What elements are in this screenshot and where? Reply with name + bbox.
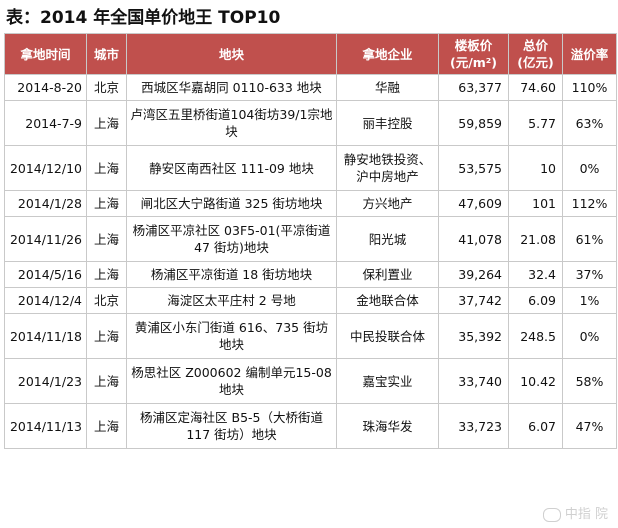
cell-city: 上海 <box>86 190 127 217</box>
cell-date: 2014-7-9 <box>4 100 87 146</box>
cell-land: 海淀区太平庄村 2 号地 <box>126 287 337 314</box>
header-company: 拿地企业 <box>336 33 439 75</box>
cell-total-price: 74.60 <box>508 74 563 101</box>
header-row: 拿地时间 城市 地块 拿地企业 楼板价 (元/m²) 总价 (亿元) 溢价率 <box>4 33 617 75</box>
cell-total-price: 5.77 <box>508 100 563 146</box>
table-row: 2014-7-9 上海 卢湾区五里桥街道104街坊39/1宗地块 丽丰控股 59,859… <box>4 100 617 146</box>
cell-date: 2014/12/10 <box>4 145 87 191</box>
cell-premium: 61% <box>562 216 617 262</box>
cell-city: 上海 <box>86 358 127 404</box>
cell-city: 上海 <box>86 216 127 262</box>
cell-premium: 63% <box>562 100 617 146</box>
header-land: 地块 <box>126 33 337 75</box>
watermark-text: 中指 院 <box>564 507 608 522</box>
cell-floor-price: 39,264 <box>438 261 509 288</box>
cell-company: 阳光城 <box>336 216 439 262</box>
cell-city: 北京 <box>86 74 127 101</box>
cell-premium: 112% <box>562 190 617 217</box>
header-date: 拿地时间 <box>4 33 87 75</box>
table-row: 2014/12/10 上海 静安区南西社区 111-09 地块 静安地铁投资、沪中房地… <box>4 145 617 191</box>
table-row: 2014/1/28 上海 闸北区大宁路街道 325 街坊地块 方兴地产 47,609 10… <box>4 190 617 217</box>
cell-city: 上海 <box>86 313 127 359</box>
cell-total-price: 101 <box>508 190 563 217</box>
cell-company: 中民投联合体 <box>336 313 439 359</box>
cell-land: 杨浦区定海社区 B5-5（大桥街道117 街坊）地块 <box>126 403 337 449</box>
cell-total-price: 21.08 <box>508 216 563 262</box>
cell-premium: 1% <box>562 287 617 314</box>
cell-date: 2014/1/28 <box>4 190 87 217</box>
cell-premium: 0% <box>562 145 617 191</box>
cell-date: 2014/11/13 <box>4 403 87 449</box>
cell-premium: 0% <box>562 313 617 359</box>
table-row: 2014/11/13 上海 杨浦区定海社区 B5-5（大桥街道117 街坊）地块 珠海… <box>4 403 617 449</box>
cell-floor-price: 41,078 <box>438 216 509 262</box>
header-floor-price: 楼板价 (元/m²) <box>438 33 509 75</box>
cell-company: 方兴地产 <box>336 190 439 217</box>
cell-date: 2014/11/26 <box>4 216 87 262</box>
cell-company: 嘉宝实业 <box>336 358 439 404</box>
cell-total-price: 32.4 <box>508 261 563 288</box>
cell-date: 2014/5/16 <box>4 261 87 288</box>
cell-city: 上海 <box>86 145 127 191</box>
cell-total-price: 6.07 <box>508 403 563 449</box>
cell-company: 珠海华发 <box>336 403 439 449</box>
cell-date: 2014/11/18 <box>4 313 87 359</box>
table-row: 2014/12/4 北京 海淀区太平庄村 2 号地 金地联合体 37,742 6.09 1% <box>4 287 617 314</box>
header-city: 城市 <box>86 33 127 75</box>
table-row: 2014/11/18 上海 黄浦区小东门街道 616、735 街坊地块 中民投联合体 3… <box>4 313 617 359</box>
cell-city: 北京 <box>86 287 127 314</box>
cell-land: 杨浦区平凉街道 18 街坊地块 <box>126 261 337 288</box>
cell-total-price: 10.42 <box>508 358 563 404</box>
table-row: 2014/1/23 上海 杨思社区 Z000602 编制单元15-08 地块 嘉宝实业… <box>4 358 617 404</box>
table-row: 2014/5/16 上海 杨浦区平凉街道 18 街坊地块 保利置业 39,264 32.4… <box>4 261 617 288</box>
cell-premium: 58% <box>562 358 617 404</box>
table-title: 表：2014 年全国单价地王 TOP10 <box>6 8 281 28</box>
header-premium: 溢价率 <box>562 33 617 75</box>
cell-total-price: 248.5 <box>508 313 563 359</box>
cell-floor-price: 33,740 <box>438 358 509 404</box>
cell-land: 黄浦区小东门街道 616、735 街坊地块 <box>126 313 337 359</box>
cell-company: 保利置业 <box>336 261 439 288</box>
cell-land: 西城区华嘉胡同 0110-633 地块 <box>126 74 337 101</box>
cell-floor-price: 53,575 <box>438 145 509 191</box>
header-total-price: 总价 (亿元) <box>508 33 563 75</box>
wechat-icon <box>542 507 561 522</box>
cell-floor-price: 37,742 <box>438 287 509 314</box>
cell-land: 卢湾区五里桥街道104街坊39/1宗地块 <box>126 100 337 146</box>
cell-company: 丽丰控股 <box>336 100 439 146</box>
cell-total-price: 10 <box>508 145 563 191</box>
cell-land: 杨浦区平凉社区 03F5-01(平凉街道 47 街坊)地块 <box>126 216 337 262</box>
cell-land: 杨思社区 Z000602 编制单元15-08 地块 <box>126 358 337 404</box>
cell-land: 静安区南西社区 111-09 地块 <box>126 145 337 191</box>
cell-city: 上海 <box>86 403 127 449</box>
cell-company: 华融 <box>336 74 439 101</box>
cell-city: 上海 <box>86 100 127 146</box>
cell-date: 2014/12/4 <box>4 287 87 314</box>
watermark: 中指 院 <box>542 503 608 522</box>
cell-company: 金地联合体 <box>336 287 439 314</box>
cell-premium: 37% <box>562 261 617 288</box>
cell-company: 静安地铁投资、沪中房地产 <box>336 145 439 191</box>
cell-premium: 47% <box>562 403 617 449</box>
cell-date: 2014-8-20 <box>4 74 87 101</box>
cell-floor-price: 35,392 <box>438 313 509 359</box>
cell-floor-price: 63,377 <box>438 74 509 101</box>
cell-total-price: 6.09 <box>508 287 563 314</box>
cell-land: 闸北区大宁路街道 325 街坊地块 <box>126 190 337 217</box>
cell-city: 上海 <box>86 261 127 288</box>
cell-premium: 110% <box>562 74 617 101</box>
cell-floor-price: 59,859 <box>438 100 509 146</box>
table-row: 2014/11/26 上海 杨浦区平凉社区 03F5-01(平凉街道 47 街坊)地… <box>4 216 617 262</box>
cell-floor-price: 33,723 <box>438 403 509 449</box>
table-row: 2014-8-20 北京 西城区华嘉胡同 0110-633 地块 华融 63,377 74… <box>4 74 617 101</box>
land-king-table: 拿地时间 城市 地块 拿地企业 楼板价 (元/m²) 总价 (亿元) 溢价率 2… <box>4 33 617 449</box>
cell-date: 2014/1/23 <box>4 358 87 404</box>
cell-floor-price: 47,609 <box>438 190 509 217</box>
